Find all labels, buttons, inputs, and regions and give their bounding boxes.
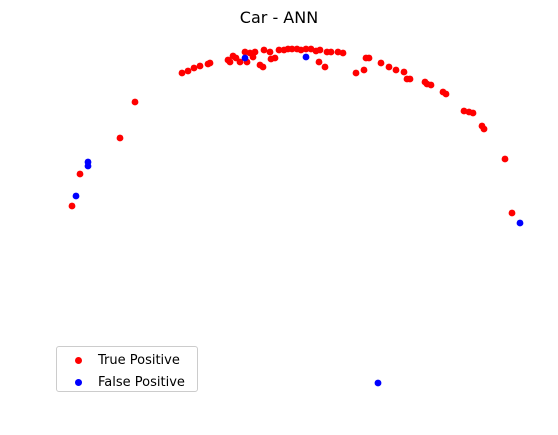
point-false-positive-5 bbox=[517, 220, 524, 227]
point-false-positive-0 bbox=[73, 193, 80, 200]
point-true-positive-4 bbox=[179, 70, 186, 77]
point-true-positive-48 bbox=[393, 67, 400, 74]
point-true-positive-21 bbox=[260, 64, 267, 71]
point-true-positive-63 bbox=[509, 210, 516, 217]
point-true-positive-56 bbox=[443, 91, 450, 98]
point-true-positive-6 bbox=[191, 65, 198, 72]
point-true-positive-51 bbox=[407, 76, 414, 83]
legend-marker-true-positive bbox=[75, 357, 82, 364]
point-true-positive-37 bbox=[322, 64, 329, 71]
legend-item-false-positive: False Positive bbox=[57, 372, 185, 392]
point-true-positive-54 bbox=[428, 82, 435, 89]
point-false-positive-6 bbox=[375, 380, 382, 387]
point-true-positive-46 bbox=[378, 60, 385, 67]
point-true-positive-47 bbox=[386, 64, 393, 71]
point-true-positive-11 bbox=[227, 59, 234, 66]
point-true-positive-3 bbox=[132, 99, 139, 106]
point-true-positive-2 bbox=[117, 135, 124, 142]
point-true-positive-5 bbox=[185, 68, 192, 75]
legend: True Positive False Positive bbox=[56, 346, 198, 392]
point-true-positive-22 bbox=[261, 47, 268, 54]
point-true-positive-45 bbox=[366, 55, 373, 62]
point-false-positive-3 bbox=[242, 55, 249, 62]
point-true-positive-9 bbox=[207, 60, 214, 67]
point-true-positive-1 bbox=[77, 171, 84, 178]
legend-label-true-positive: True Positive bbox=[98, 353, 180, 368]
point-false-positive-2 bbox=[85, 163, 92, 170]
point-true-positive-19 bbox=[250, 54, 257, 61]
point-true-positive-25 bbox=[272, 55, 279, 62]
point-true-positive-62 bbox=[502, 156, 509, 163]
point-true-positive-39 bbox=[328, 49, 335, 56]
point-false-positive-4 bbox=[303, 54, 310, 61]
legend-label-false-positive: False Positive bbox=[98, 375, 185, 390]
point-true-positive-43 bbox=[361, 67, 368, 74]
legend-item-true-positive: True Positive bbox=[57, 350, 180, 370]
point-true-positive-35 bbox=[317, 47, 324, 54]
point-true-positive-61 bbox=[481, 126, 488, 133]
point-true-positive-7 bbox=[197, 63, 204, 70]
legend-marker-false-positive bbox=[75, 379, 82, 386]
point-true-positive-59 bbox=[470, 110, 477, 117]
point-true-positive-36 bbox=[316, 59, 323, 66]
point-true-positive-0 bbox=[69, 203, 76, 210]
point-true-positive-41 bbox=[340, 50, 347, 57]
point-true-positive-42 bbox=[353, 70, 360, 77]
point-true-positive-49 bbox=[401, 69, 408, 76]
point-true-positive-23 bbox=[267, 49, 274, 56]
points-layer bbox=[69, 46, 524, 387]
